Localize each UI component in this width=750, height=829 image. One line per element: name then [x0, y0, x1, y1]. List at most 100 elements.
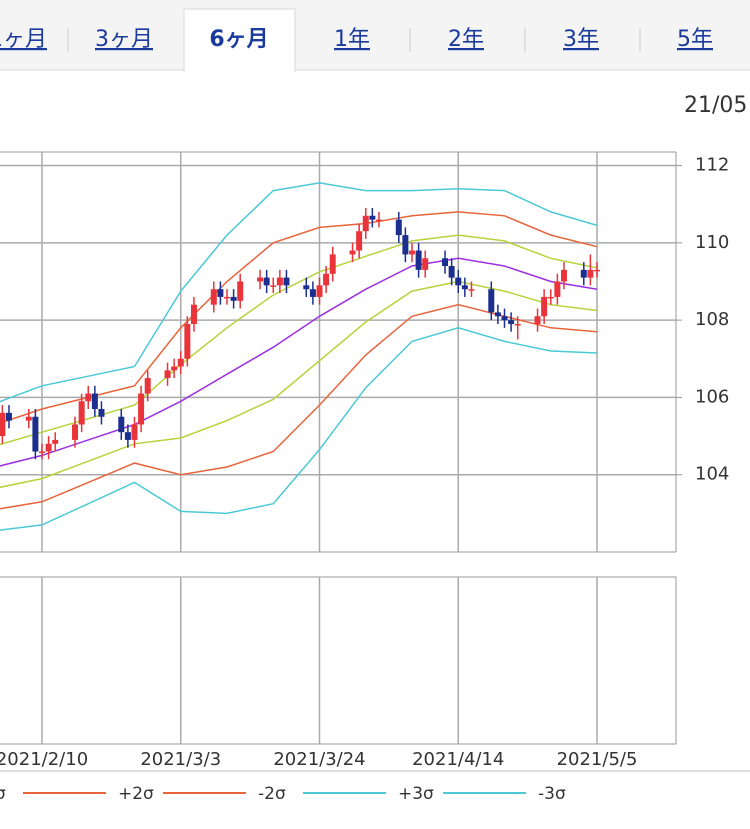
- candle-body: [488, 289, 495, 313]
- x-tick-label: 2021/3/3: [140, 749, 221, 770]
- candle-body: [468, 289, 475, 291]
- candle-body: [362, 215, 369, 232]
- candle-body: [587, 269, 594, 278]
- band-line: [0, 257, 598, 467]
- candle-body: [25, 416, 32, 421]
- candle-body: [217, 289, 224, 297]
- candle-body: [237, 281, 244, 301]
- candle-body: [270, 285, 277, 287]
- candle-body: [85, 393, 92, 402]
- tab-selected[interactable]: 6ヶ月: [209, 27, 268, 52]
- candle-body: [375, 219, 382, 222]
- lower-panel: [0, 576, 677, 745]
- candle-body: [409, 250, 415, 255]
- candle-body: [514, 323, 521, 326]
- candle-body: [257, 277, 264, 282]
- tab[interactable]: 3年: [563, 27, 599, 52]
- candle-body: [91, 393, 98, 410]
- band-line: [0, 182, 598, 403]
- candle-body: [541, 296, 548, 317]
- candle-body: [422, 258, 429, 270]
- legend-label: -1σ: [0, 784, 6, 804]
- candle-body: [144, 378, 151, 394]
- candle-body: [72, 424, 79, 440]
- candle-body: [494, 312, 501, 317]
- candle-body: [554, 281, 561, 297]
- candle-body: [356, 231, 363, 251]
- y-tick-label: 112: [695, 155, 729, 176]
- candle-body: [415, 250, 422, 270]
- candle-body: [594, 269, 600, 272]
- candle-body: [461, 285, 468, 290]
- legend-label: -2σ: [258, 784, 286, 804]
- band-line: [0, 303, 598, 510]
- candle-body: [501, 316, 508, 321]
- band-line: [0, 327, 598, 531]
- candle-body: [316, 285, 323, 297]
- y-tick-label: 108: [695, 309, 729, 330]
- tab[interactable]: 2年: [448, 27, 484, 52]
- x-tick-label: 2021/4/14: [412, 749, 504, 770]
- candle-body: [171, 366, 178, 371]
- candle-body: [309, 289, 316, 297]
- band-line: [0, 234, 598, 446]
- candle-body: [78, 401, 85, 425]
- candle-body: [560, 269, 567, 282]
- candle-body: [98, 409, 105, 417]
- candle-body: [402, 235, 409, 255]
- candle-body: [131, 424, 138, 440]
- candle-body: [547, 296, 554, 299]
- candle-body: [45, 443, 52, 452]
- candle-body: [276, 277, 283, 286]
- legend-label: +3σ: [398, 784, 434, 804]
- x-tick-label: 2021/2/10: [0, 749, 88, 770]
- y-tick-label: 110: [695, 232, 729, 253]
- candle-body: [164, 370, 171, 379]
- candle-body: [210, 289, 217, 305]
- candle-body: [329, 254, 336, 274]
- legend-label: -3σ: [538, 784, 566, 804]
- candle-body: [283, 277, 290, 286]
- candle-body: [190, 304, 197, 324]
- candle-body: [455, 277, 462, 286]
- tab[interactable]: 1ヶ月: [0, 27, 47, 52]
- candle-body: [508, 320, 515, 324]
- candle-body: [580, 269, 587, 278]
- candle-body: [39, 451, 45, 454]
- candle-body: [395, 219, 402, 236]
- candle-body: [442, 258, 449, 267]
- tab-bar: [0, 0, 750, 70]
- candle-body: [534, 316, 541, 324]
- header-date: 21/05: [684, 93, 747, 118]
- candle-body: [138, 393, 145, 425]
- candle-body: [184, 323, 191, 359]
- tab[interactable]: 1年: [334, 27, 370, 52]
- candle-body: [323, 273, 330, 286]
- candle-body: [118, 416, 125, 433]
- candle-body: [32, 416, 39, 452]
- candle-body: [349, 250, 356, 255]
- tab[interactable]: 3ヶ月: [95, 27, 153, 52]
- y-tick-label: 104: [695, 464, 729, 485]
- legend-label: +2σ: [118, 784, 154, 804]
- candle-body: [263, 277, 270, 286]
- candle-body: [230, 296, 237, 301]
- candle-body: [52, 439, 59, 444]
- candle-body: [5, 412, 12, 421]
- selected-tab[interactable]: [183, 8, 296, 72]
- selected-tab-gap: [185, 66, 294, 72]
- candle-body: [303, 285, 310, 290]
- candle-body: [448, 266, 455, 278]
- x-tick-label: 2021/5/5: [557, 749, 638, 770]
- band-line: [0, 280, 598, 489]
- x-tick-label: 2021/3/24: [273, 749, 365, 770]
- candle-body: [124, 432, 131, 440]
- candle-body: [0, 412, 6, 437]
- tab[interactable]: 5年: [677, 27, 713, 52]
- candle-body: [224, 296, 230, 299]
- y-tick-label: 106: [695, 386, 729, 407]
- candle-body: [369, 215, 376, 220]
- candle-body: [177, 358, 184, 367]
